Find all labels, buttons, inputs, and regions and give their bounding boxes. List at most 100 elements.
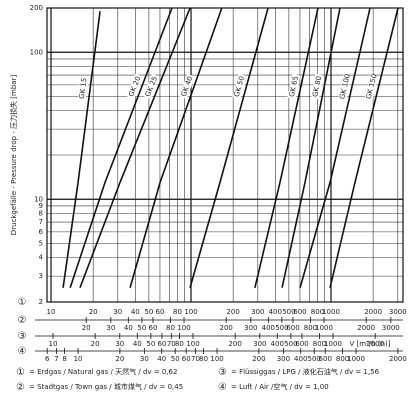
x-tick-label: 200 <box>228 340 241 348</box>
scale-marker: ② <box>18 315 27 326</box>
x-tick-label: 10 <box>74 355 83 363</box>
x-axis-title: V [m³/h (n)] <box>349 340 390 348</box>
x-tick-label: 80 <box>175 340 184 348</box>
y-tick-label: 10 <box>34 195 43 203</box>
x-tick-label: 1000 <box>322 308 340 316</box>
x-tick-label: 300 <box>251 308 264 316</box>
x-tick-label: 600 <box>286 324 299 332</box>
legend-text: = Flüssiggas / LPG / 液化石油气 / dv = 1,56 <box>231 367 380 376</box>
x-tick-label: 80 <box>166 324 175 332</box>
x-tick-label: 60 <box>155 308 164 316</box>
x-tick-label: 50 <box>144 308 153 316</box>
x-tick-label: 40 <box>133 340 142 348</box>
curve-label: GK 15 <box>78 77 89 99</box>
curve-label: GK 25 <box>144 75 159 98</box>
y-tick-label: 200 <box>30 4 43 12</box>
x-tick-label: 600 <box>319 355 332 363</box>
curve-label-bg <box>310 73 324 100</box>
x-tick-label: 1000 <box>347 355 365 363</box>
y-tick-label: 5 <box>39 240 43 248</box>
x-tick-label: 500 <box>308 355 321 363</box>
x-tick-label: 50 <box>171 355 180 363</box>
x-tick-label: 60 <box>149 324 158 332</box>
x-tick-label: 100 <box>210 355 223 363</box>
legend-text: = Stadtgas / Town gas / 城市煤气 / dv = 0,45 <box>29 382 183 391</box>
x-tick-label: 200 <box>219 324 232 332</box>
x-tick-label: 10 <box>49 340 58 348</box>
x-tick-label: 400 <box>269 308 282 316</box>
x-tick-label: 60 <box>157 340 166 348</box>
x-tick-label: 1000 <box>324 340 342 348</box>
curve-label-bg <box>364 73 379 100</box>
scale-marker: ④ <box>18 346 27 357</box>
x-tick-label: 300 <box>253 340 266 348</box>
x-tick-label: 80 <box>173 308 182 316</box>
x-tick-label: 60 <box>182 355 191 363</box>
x-tick-label: 300 <box>244 324 257 332</box>
x-tick-label: 800 <box>313 340 326 348</box>
x-tick-label: 2000 <box>364 308 382 316</box>
x-tick-label: 800 <box>304 324 317 332</box>
x-tick-label: 2000 <box>366 340 384 348</box>
x-tick-label: 70 <box>191 355 200 363</box>
legend-marker: ② <box>16 382 25 393</box>
x-tick-label: 200 <box>226 308 239 316</box>
x-tick-label: 400 <box>294 355 307 363</box>
x-tick-label: 2000 <box>357 324 375 332</box>
plot-frame <box>46 7 404 303</box>
x-tick-label: 20 <box>91 340 100 348</box>
x-tick-label: 400 <box>271 340 284 348</box>
scale-marker: ③ <box>18 331 27 342</box>
curve-label: GK 20 <box>127 75 142 98</box>
x-tick-label: 7 <box>54 355 58 363</box>
curve <box>299 7 371 288</box>
x-tick-label: 500 <box>275 324 288 332</box>
legend-marker: ③ <box>218 367 227 378</box>
legend-text: = Luft / Air /空气 / dv = 1,00 <box>231 382 329 391</box>
x-tick-label: 30 <box>115 340 124 348</box>
x-tick-label: 2000 <box>389 355 407 363</box>
curve <box>79 7 191 289</box>
x-tick-label: 20 <box>115 355 124 363</box>
curve-label-bg <box>232 73 247 100</box>
x-tick-label: 30 <box>140 355 149 363</box>
x-tick-label: 200 <box>252 355 265 363</box>
x-tick-label: 100 <box>177 324 190 332</box>
x-tick-label: 800 <box>311 308 324 316</box>
x-tick-label: 3000 <box>389 308 407 316</box>
x-tick-label: 100 <box>184 308 197 316</box>
scale-marker: ① <box>18 297 27 308</box>
curve <box>189 7 269 288</box>
curve-label: GK 65 <box>288 75 300 97</box>
x-tick-label: 40 <box>124 324 133 332</box>
x-tick-label: 800 <box>336 355 349 363</box>
curve-label: GK 80 <box>311 75 323 97</box>
x-tick-label: 8 <box>62 355 66 363</box>
legend-marker: ① <box>16 367 25 378</box>
curve-label-bg <box>338 73 352 100</box>
x-tick-label: 50 <box>146 340 155 348</box>
x-tick-label: 3000 <box>382 324 400 332</box>
x-tick-label: 500 <box>284 340 297 348</box>
x-tick-label: 6 <box>45 355 50 363</box>
curve-label: GK 40 <box>180 75 195 98</box>
curve <box>129 7 223 288</box>
x-tick-label: 50 <box>137 324 146 332</box>
y-tick-label: 2 <box>39 298 43 306</box>
x-tick-label: 600 <box>295 340 308 348</box>
x-tick-label: 10 <box>47 308 56 316</box>
x-tick-label: 1000 <box>315 324 333 332</box>
curve-label-bg <box>287 73 301 100</box>
legend-text: = Erdgas / Natural gas / 天然气 / dv = 0,62 <box>29 367 177 376</box>
curve <box>329 7 399 288</box>
x-tick-label: 100 <box>186 340 199 348</box>
y-tick-label: 6 <box>39 228 44 236</box>
x-tick-label: 30 <box>113 308 122 316</box>
x-tick-label: 40 <box>131 308 140 316</box>
x-tick-label: 300 <box>277 355 290 363</box>
x-tick-label: 40 <box>157 355 166 363</box>
x-tick-label: 500 <box>282 308 295 316</box>
y-tick-label: 100 <box>30 48 43 56</box>
curve <box>62 11 101 288</box>
